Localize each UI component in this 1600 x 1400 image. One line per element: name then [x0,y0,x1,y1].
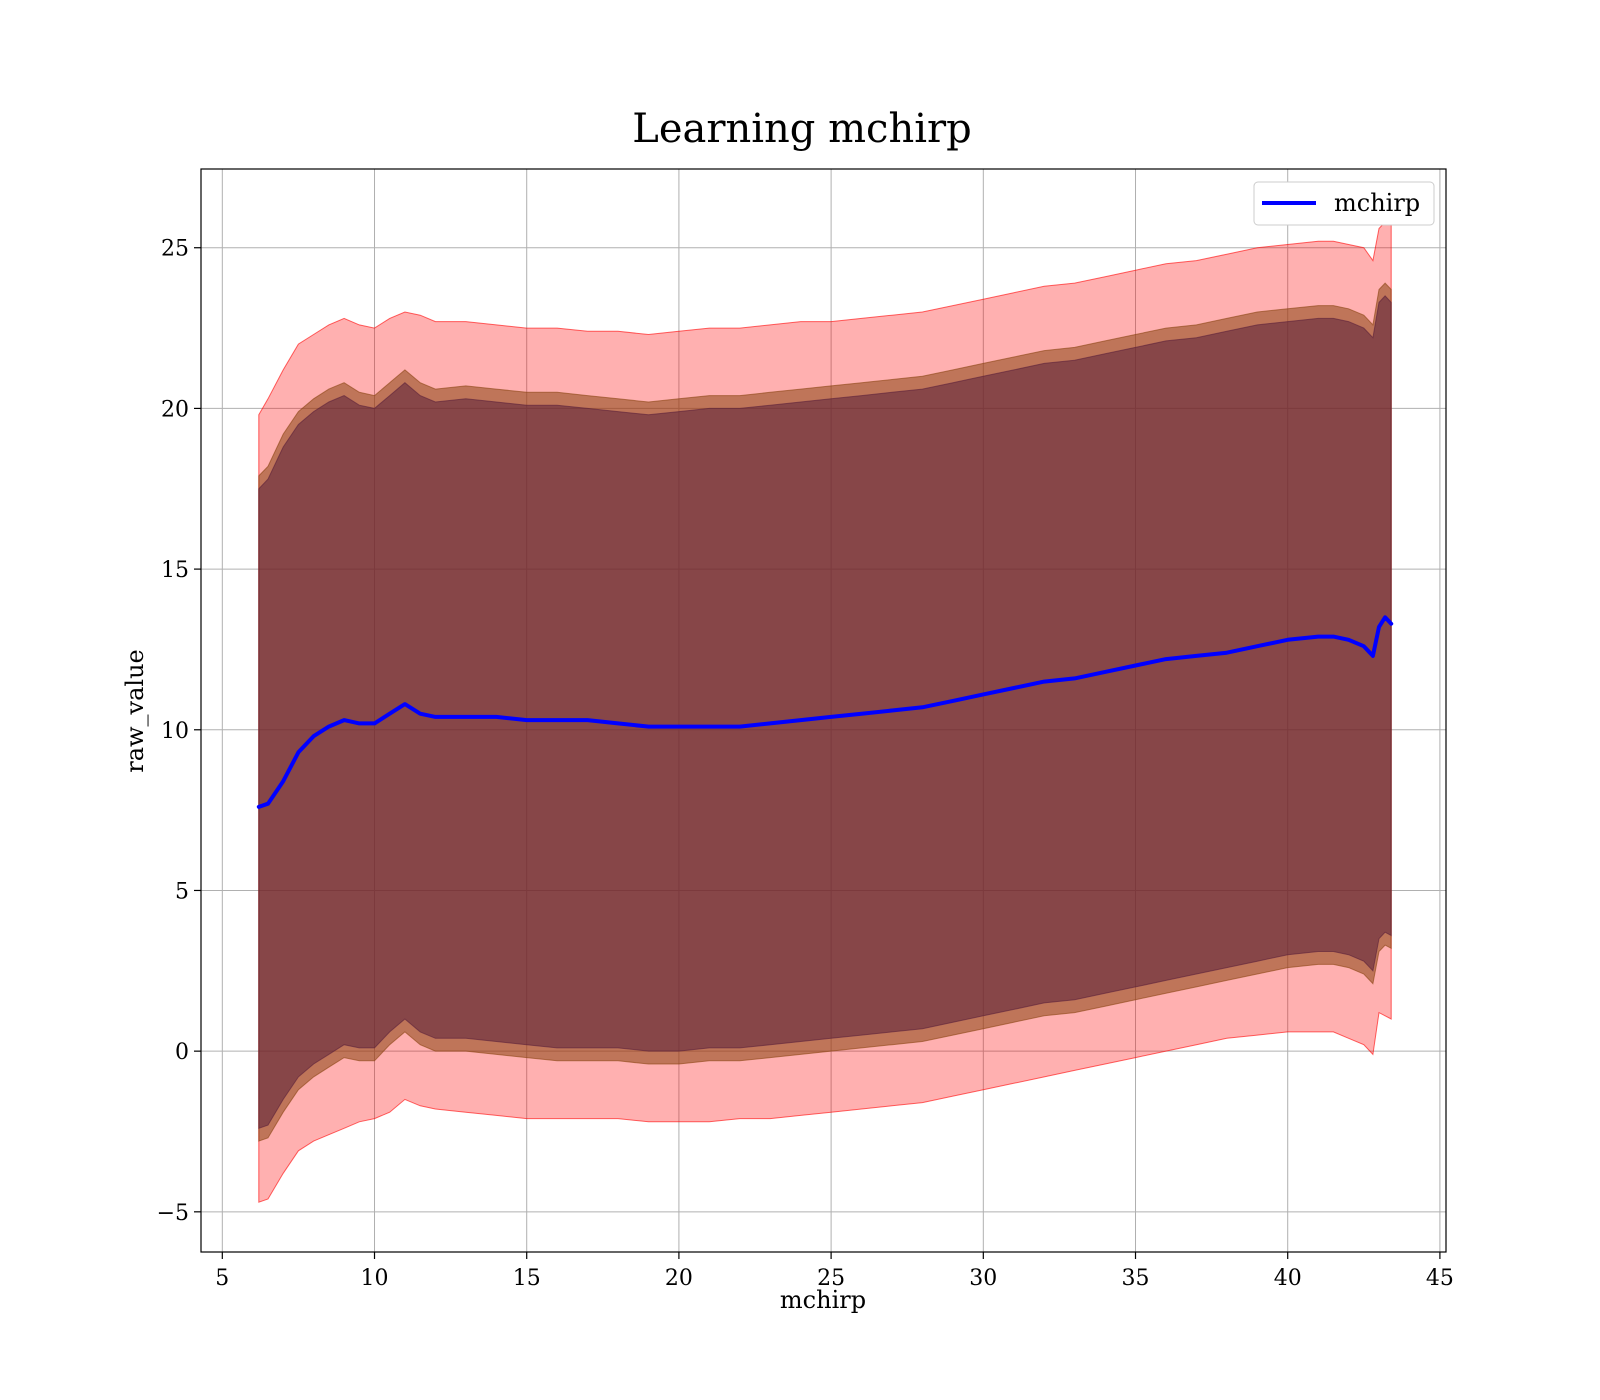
x-axis-label: mchirp [780,1286,866,1314]
series-lines [256,615,1394,809]
legend-label-mchirp: mchirp [1334,189,1420,217]
x-axis-ticks: 5 10 15 20 25 30 35 40 45 [215,1252,1454,1291]
x-tick-label-35: 35 [1122,1266,1150,1291]
x-tick-label-20: 20 [665,1266,693,1291]
x-tick-label-5: 5 [215,1266,229,1291]
y-tick-label-25: 25 [161,237,189,262]
x-tick-label-30: 30 [969,1266,997,1291]
confidence-band-3 [258,295,1392,1130]
legend: mchirp [1253,181,1435,226]
y-tick-label-10: 10 [161,719,189,744]
y-tick-label-20: 20 [161,397,189,422]
y-tick-label-0: 0 [175,1040,189,1065]
confidence-bands [258,221,1392,1203]
x-tick-label-45: 45 [1426,1266,1454,1291]
plot-frame [200,168,1447,1253]
x-tick-label-40: 40 [1274,1266,1302,1291]
legend-box [1253,181,1435,226]
series-line-mchirp [256,615,1394,809]
x-tick-label-15: 15 [513,1266,541,1291]
x-tick-label-10: 10 [361,1266,389,1291]
y-axis-ticks: −5 0 5 10 15 20 25 [157,237,201,1226]
y-tick-label-15: 15 [161,558,189,583]
y-tick-label--5: −5 [157,1201,189,1226]
x-tick-label-25: 25 [817,1266,845,1291]
y-tick-label-5: 5 [175,879,189,904]
y-axis-label: raw_value [121,649,149,773]
chart-title: Learning mchirp [632,106,971,152]
